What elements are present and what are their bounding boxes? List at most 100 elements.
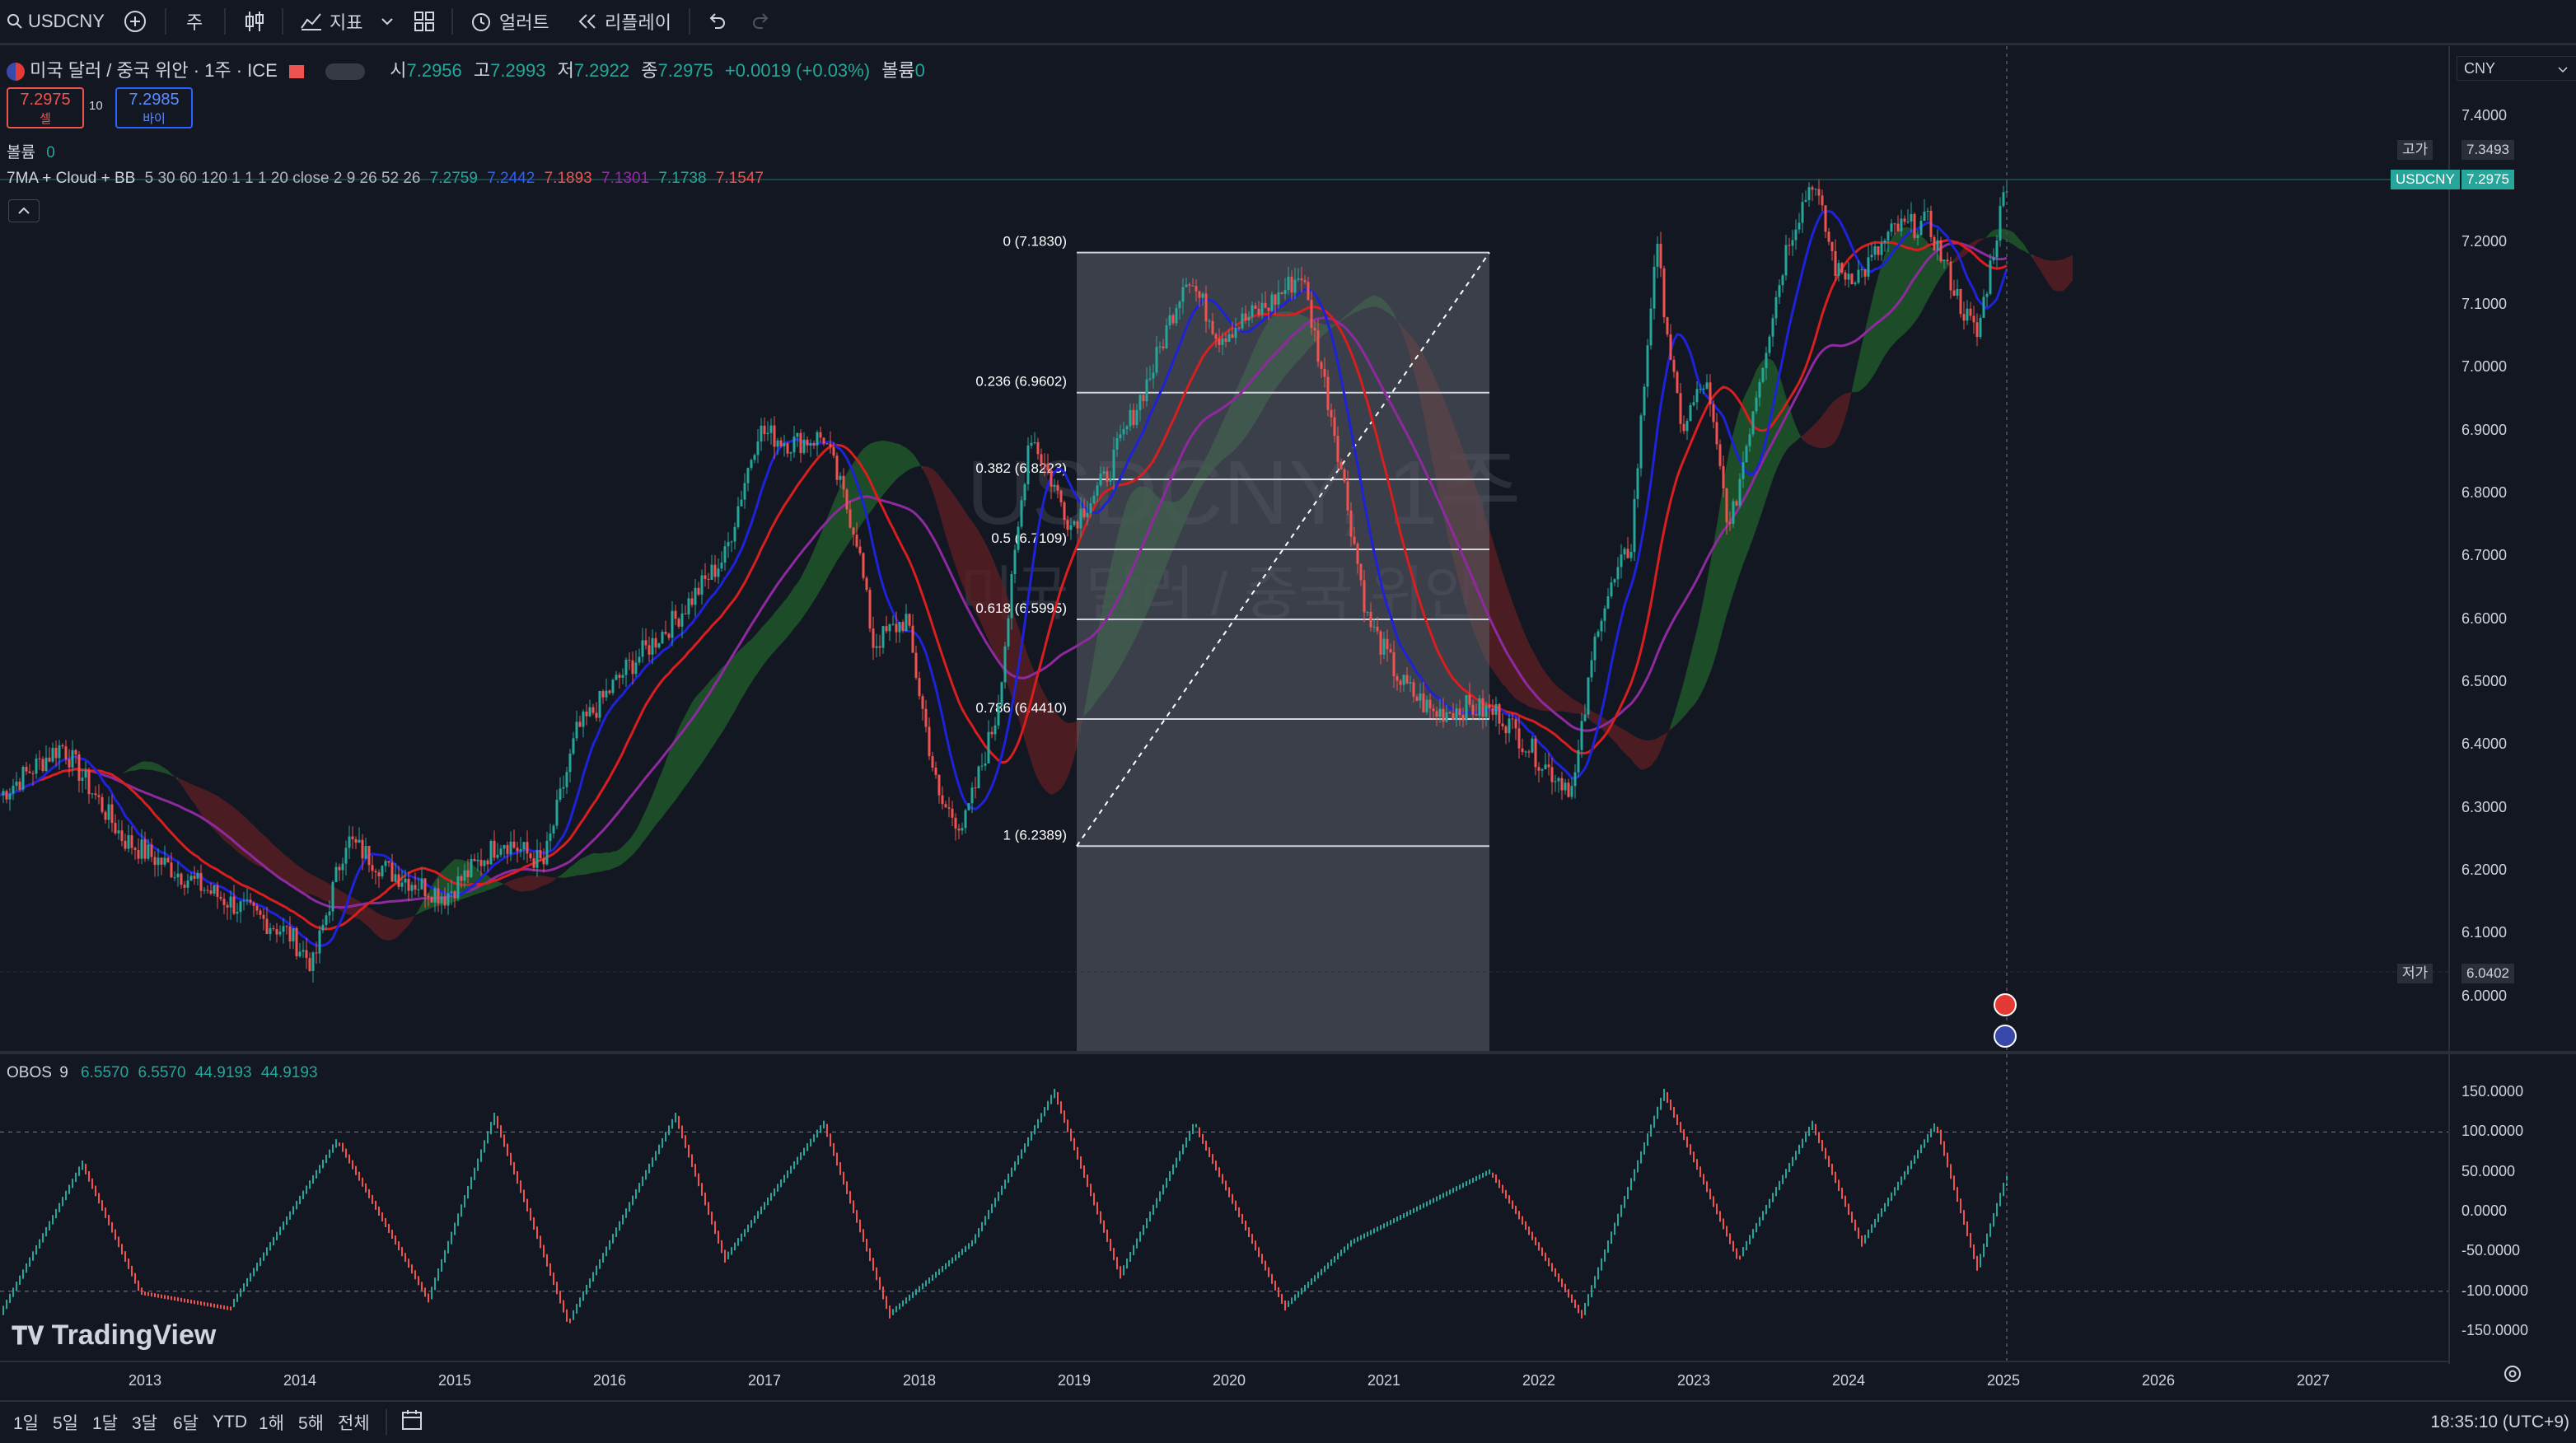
candle-body — [1146, 380, 1148, 401]
obos-canvas[interactable] — [0, 1054, 2448, 1361]
compare-button[interactable] — [124, 0, 147, 43]
candle-body — [1400, 680, 1402, 684]
layouts-button[interactable] — [414, 0, 435, 43]
cloud-segment — [666, 752, 669, 812]
candle-body — [444, 897, 446, 906]
clock[interactable]: 18:35:10 (UTC+9) — [2430, 1402, 2569, 1443]
candle-body — [1897, 224, 1900, 231]
candle-body — [678, 619, 680, 627]
range-button[interactable]: 1일 — [13, 1402, 39, 1443]
price-chart-canvas[interactable]: USDCNY, 1주 미국 달러 / 중국 위안 0 (7.1830)0.236… — [0, 46, 2448, 1051]
candle-body — [197, 873, 199, 879]
candle-body — [1054, 485, 1056, 487]
candle-body — [955, 818, 957, 829]
candle-body — [615, 675, 618, 679]
range-button[interactable]: 6달 — [173, 1402, 199, 1443]
fib-level-label: 0.786 (6.4410) — [975, 700, 1067, 716]
obos-pane[interactable]: OBOS 9 6.5570 6.5570 44.9193 44.9193 𝐓𝐕 … — [0, 1054, 2448, 1361]
range-button[interactable]: 전체 — [338, 1402, 370, 1443]
range-button[interactable]: 5일 — [53, 1402, 78, 1443]
cloud-segment — [952, 493, 956, 566]
symbol-search[interactable]: USDCNY — [7, 0, 105, 43]
cloud-segment — [748, 639, 751, 688]
candle-body — [62, 745, 64, 746]
price-tick: 7.4000 — [2461, 107, 2507, 124]
replay-button[interactable]: 리플레이 — [577, 0, 671, 43]
candle-body — [1047, 464, 1050, 470]
settings-button[interactable] — [2503, 1364, 2522, 1388]
cloud-segment — [1796, 426, 1799, 441]
cloud-segment — [1842, 394, 1845, 427]
range-button[interactable]: 3달 — [132, 1402, 157, 1443]
cloud-segment — [1707, 563, 1710, 681]
fib-retracement[interactable]: 0 (7.1830)0.236 (6.9602)0.382 (6.8223)0.… — [975, 234, 1489, 1051]
candle-body — [783, 443, 786, 446]
candle-body — [714, 565, 717, 577]
cloud-segment — [603, 852, 606, 871]
hide-toggle[interactable] — [325, 63, 365, 80]
low-tag-label: 저가 — [2397, 964, 2433, 983]
candle-body — [480, 860, 483, 866]
candle-body — [174, 877, 176, 878]
indicators-button[interactable]: 지표 — [300, 0, 362, 43]
chart-type-button[interactable] — [244, 0, 265, 43]
alert-button[interactable]: 얼러트 — [470, 0, 549, 43]
cloud-segment — [1575, 700, 1578, 713]
volume-legend[interactable]: 볼륨 0 — [7, 140, 55, 162]
ma-legend[interactable]: 7MA + Cloud + BB 5 30 60 120 1 1 1 20 cl… — [7, 170, 764, 188]
interval-button[interactable]: 주 — [186, 0, 203, 43]
sell-button[interactable]: 7.2975 셀 — [7, 87, 84, 128]
candle-body — [1093, 496, 1096, 503]
cloud-segment — [1750, 378, 1753, 547]
goto-date-button[interactable] — [400, 1402, 423, 1443]
cloud-segment — [152, 762, 155, 771]
obos-tick: -50.0000 — [2461, 1242, 2520, 1259]
obos-legend[interactable]: OBOS 9 6.5570 6.5570 44.9193 44.9193 — [7, 1064, 318, 1082]
candle-body — [1251, 306, 1254, 317]
low-label: 저 — [558, 60, 574, 81]
buy-button[interactable]: 7.2985 바이 — [115, 87, 193, 128]
candle-body — [1377, 627, 1379, 632]
cloud-segment — [801, 572, 804, 620]
cloud-segment — [1549, 677, 1552, 712]
event-markers[interactable] — [1994, 994, 2016, 1047]
cloud-segment — [883, 441, 886, 495]
candle-body — [938, 775, 941, 796]
candle-body — [213, 885, 216, 894]
candle-body — [325, 915, 328, 925]
range-button[interactable]: YTD — [213, 1402, 247, 1443]
flag-marker-icon[interactable] — [289, 65, 304, 78]
us-event-icon[interactable] — [1994, 1025, 2016, 1047]
china-event-icon[interactable] — [1994, 994, 2016, 1016]
candle-body — [1271, 295, 1274, 311]
cloud-segment — [695, 693, 699, 772]
range-button[interactable]: 5해 — [298, 1402, 324, 1443]
candle-body — [1808, 187, 1811, 200]
cloud-segment — [956, 497, 959, 576]
tradingview-logo[interactable]: 𝐓𝐕 TradingView — [12, 1319, 216, 1352]
candle-body — [230, 897, 232, 908]
cloud-segment — [689, 703, 692, 782]
range-button[interactable]: 1해 — [259, 1402, 284, 1443]
candle-body — [1690, 405, 1692, 421]
cloud-segment — [563, 871, 567, 878]
price-chart-pane[interactable]: USDCNY, 1주 미국 달러 / 중국 위안 0 (7.1830)0.236… — [0, 46, 2448, 1051]
collapse-legend-button[interactable] — [8, 199, 40, 222]
redo-button[interactable] — [751, 0, 771, 43]
indicators-dropdown[interactable] — [381, 0, 394, 43]
candle-body — [1841, 263, 1844, 273]
price-axis[interactable]: CNY 7.40007.30007.20007.10007.00006.9000… — [2448, 46, 2576, 1364]
candle-body — [32, 773, 35, 774]
fib-box[interactable] — [1077, 253, 1489, 1051]
range-button[interactable]: 1달 — [92, 1402, 118, 1443]
cloud-segment — [1552, 681, 1555, 712]
candle-body — [1199, 292, 1201, 298]
undo-button[interactable] — [707, 0, 727, 43]
price-tick: 6.4000 — [2461, 736, 2507, 753]
currency-select[interactable]: CNY — [2457, 56, 2576, 81]
cloud-segment — [969, 517, 972, 606]
candle-body — [52, 748, 54, 762]
candle-body — [1248, 317, 1251, 320]
symbol-title[interactable]: 미국 달러 / 중국 위안 · 1주 · ICE — [30, 60, 278, 81]
